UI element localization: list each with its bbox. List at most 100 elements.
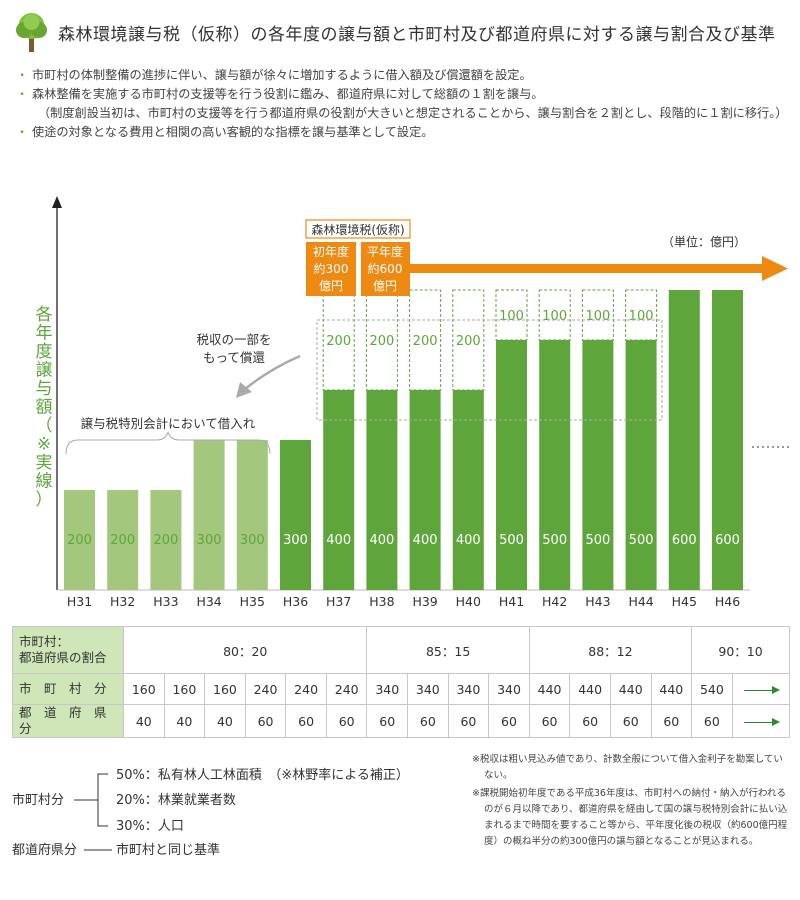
x-tick-label: H32 [110, 594, 135, 609]
tax-initial-l3: 億円 [319, 279, 343, 293]
pref-cell: 60 [488, 704, 530, 738]
muni-cell: 240 [325, 673, 368, 705]
x-tick-label: H33 [153, 594, 178, 609]
bar-value-label: 600 [715, 533, 740, 548]
repayment-bar [495, 289, 528, 341]
ratio-row: 市町村： 都道府県の割合 80：20 85：15 88：12 90：10 [12, 626, 790, 674]
bar [150, 490, 182, 590]
borrow-text: 譲与税特別会計において借入れ [81, 416, 256, 431]
repay-annotation: 税収の一部を もって償還 [196, 332, 301, 398]
footnotes: ※税収は粗い見込み値であり、計数全般について借入金利子を勘案していない。 ※課税… [472, 752, 792, 852]
x-tick-labels: H31 H32 H33 H34 H35 H36 H37 H38 H39 H40 H41 H42 H43 H… [67, 594, 740, 609]
x-tick-label: H34 [196, 594, 221, 609]
x-tick-label: H35 [240, 594, 265, 609]
basis-diagram: 市町村分 50%：私有林人工林面積 （※林野率による補正） 20%：林業就業者数… [12, 767, 409, 858]
repayment-outline [316, 319, 663, 421]
title-row: 森林環境譲与税（仮称）の各年度の譲与額と市町村及び都道府県に対する譲与割合及び基… [12, 10, 792, 54]
bar-value-label: 600 [672, 533, 697, 548]
tax-regular-box [361, 242, 410, 296]
muni-cell: 160 [204, 673, 246, 705]
footnote: ※税収は粗い見込み値であり、計数全般について借入金利子を勘案していない。 [472, 754, 783, 781]
pref-cell: 60 [650, 704, 693, 738]
repayment-value-label: 100 [585, 309, 610, 324]
repayment-bar [365, 289, 398, 391]
muni-cell: 240 [244, 673, 287, 705]
bar [409, 390, 441, 590]
bar-value-label: 400 [456, 533, 481, 548]
pref-cell: 40 [204, 704, 246, 738]
ratio-header-l2: 都道府県の割合 [19, 650, 107, 665]
pref-cell: 60 [528, 704, 571, 738]
pref-row: 都 道 府 県 分 40 40 40 60 60 60 60 60 60 60 60 60 60 60 60 [12, 704, 791, 738]
bar-value-label: 500 [629, 533, 654, 548]
x-tick-label: H36 [283, 594, 308, 609]
repay-text-l2: もって償還 [203, 350, 265, 365]
bar [582, 340, 614, 590]
ratio-cell: 90：10 [691, 626, 790, 674]
unit-label: （単位：億円） [662, 234, 746, 249]
arrow-right-icon [743, 685, 780, 694]
muni-header: 市 町 村 分 [12, 673, 124, 705]
tax-regular-l2: 約600 [368, 261, 403, 276]
muni-cell: 440 [528, 673, 571, 705]
repayment-value-label: 200 [369, 334, 394, 349]
pref-cell: 60 [325, 704, 368, 738]
bar [625, 340, 657, 590]
x-tick-label: H31 [67, 594, 92, 609]
bullet-text: 市町村の体制整備の進捗に伴い、譲与額が徐々に増加するように借入額及び償還額を設定… [32, 68, 532, 82]
tax-arrow-head [762, 256, 788, 281]
bullet-note: （制度創設当初は、市町村の支援等を行う都道府県の役割が大きいと想定されることから… [38, 106, 788, 120]
muni-cell: 340 [488, 673, 530, 705]
tree-icon [16, 13, 47, 52]
continuation-arrow [731, 673, 791, 705]
y-axis-title: 各年度譲与額（※実線） [36, 305, 53, 510]
bars: 200 200 200 300 300 300 400 200 400 200 400 200 400 2… [64, 289, 743, 590]
pref-cell: 60 [366, 704, 409, 738]
repayment-bar [581, 289, 614, 341]
tax-initial-box [306, 242, 356, 296]
x-tick-label: H40 [456, 594, 481, 609]
bar [366, 390, 398, 590]
borrow-brace [65, 431, 271, 455]
repay-arrow-head [236, 382, 252, 398]
bar [668, 290, 700, 590]
x-tick-label: H37 [326, 594, 351, 609]
borrow-annotation: 譲与税特別会計において借入れ [65, 416, 271, 455]
bar-value-label: 500 [542, 533, 567, 548]
ratio-cell: 88：12 [528, 626, 693, 674]
bar [236, 440, 268, 590]
basis-muni-item: 50%：私有林人工林面積 （※林野率による補正） [116, 767, 409, 783]
repayment-value-label: 100 [499, 309, 524, 324]
bar [539, 340, 571, 590]
ratio-cell: 85：15 [366, 626, 530, 674]
pref-cell: 40 [123, 704, 165, 738]
bar-value-label: 500 [585, 533, 610, 548]
allocation-basis: 市町村分 50%：私有林人工林面積 （※林野率による補正） 20%：林業就業者数… [12, 762, 452, 872]
tax-box-title: 森林環境税(仮称) [311, 222, 404, 237]
x-tick-label: H41 [499, 594, 524, 609]
bar-value-label: 200 [67, 533, 92, 548]
bar-value-label: 400 [413, 533, 438, 548]
allocation-table: 市町村： 都道府県の割合 80：20 85：15 88：12 90：10 市 町 … [12, 626, 791, 738]
muni-cell: 160 [163, 673, 206, 705]
bar [712, 290, 743, 590]
repayment-bar [538, 289, 571, 341]
muni-cell: 340 [366, 673, 409, 705]
ratio-cell: 80：20 [122, 626, 368, 674]
bar-value-label: 200 [110, 533, 135, 548]
transfer-bar-chart: 200 200 200 300 300 300 400 200 400 200 400 200 400 2… [36, 196, 790, 609]
bar-value-label: 300 [197, 533, 222, 548]
repayment-bar [452, 289, 485, 391]
page-title: 森林環境譲与税（仮称）の各年度の譲与額と市町村及び都道府県に対する譲与割合及び基… [58, 25, 776, 45]
pref-cell: 60 [691, 704, 733, 738]
pref-cell: 60 [244, 704, 287, 738]
pref-cell: 60 [609, 704, 652, 738]
basis-muni-label: 市町村分 [12, 792, 64, 808]
x-tick-label: H39 [412, 594, 437, 609]
tax-initial-l2: 約300 [314, 261, 349, 276]
pref-cell: 60 [285, 704, 327, 738]
repay-text-l1: 税収の一部を [196, 332, 271, 347]
bullet-text: 使途の対象となる費用と相関の高い客観的な指標を譲与基準として設定。 [32, 125, 434, 139]
bar [452, 390, 484, 590]
x-tick-label: H46 [715, 594, 740, 609]
